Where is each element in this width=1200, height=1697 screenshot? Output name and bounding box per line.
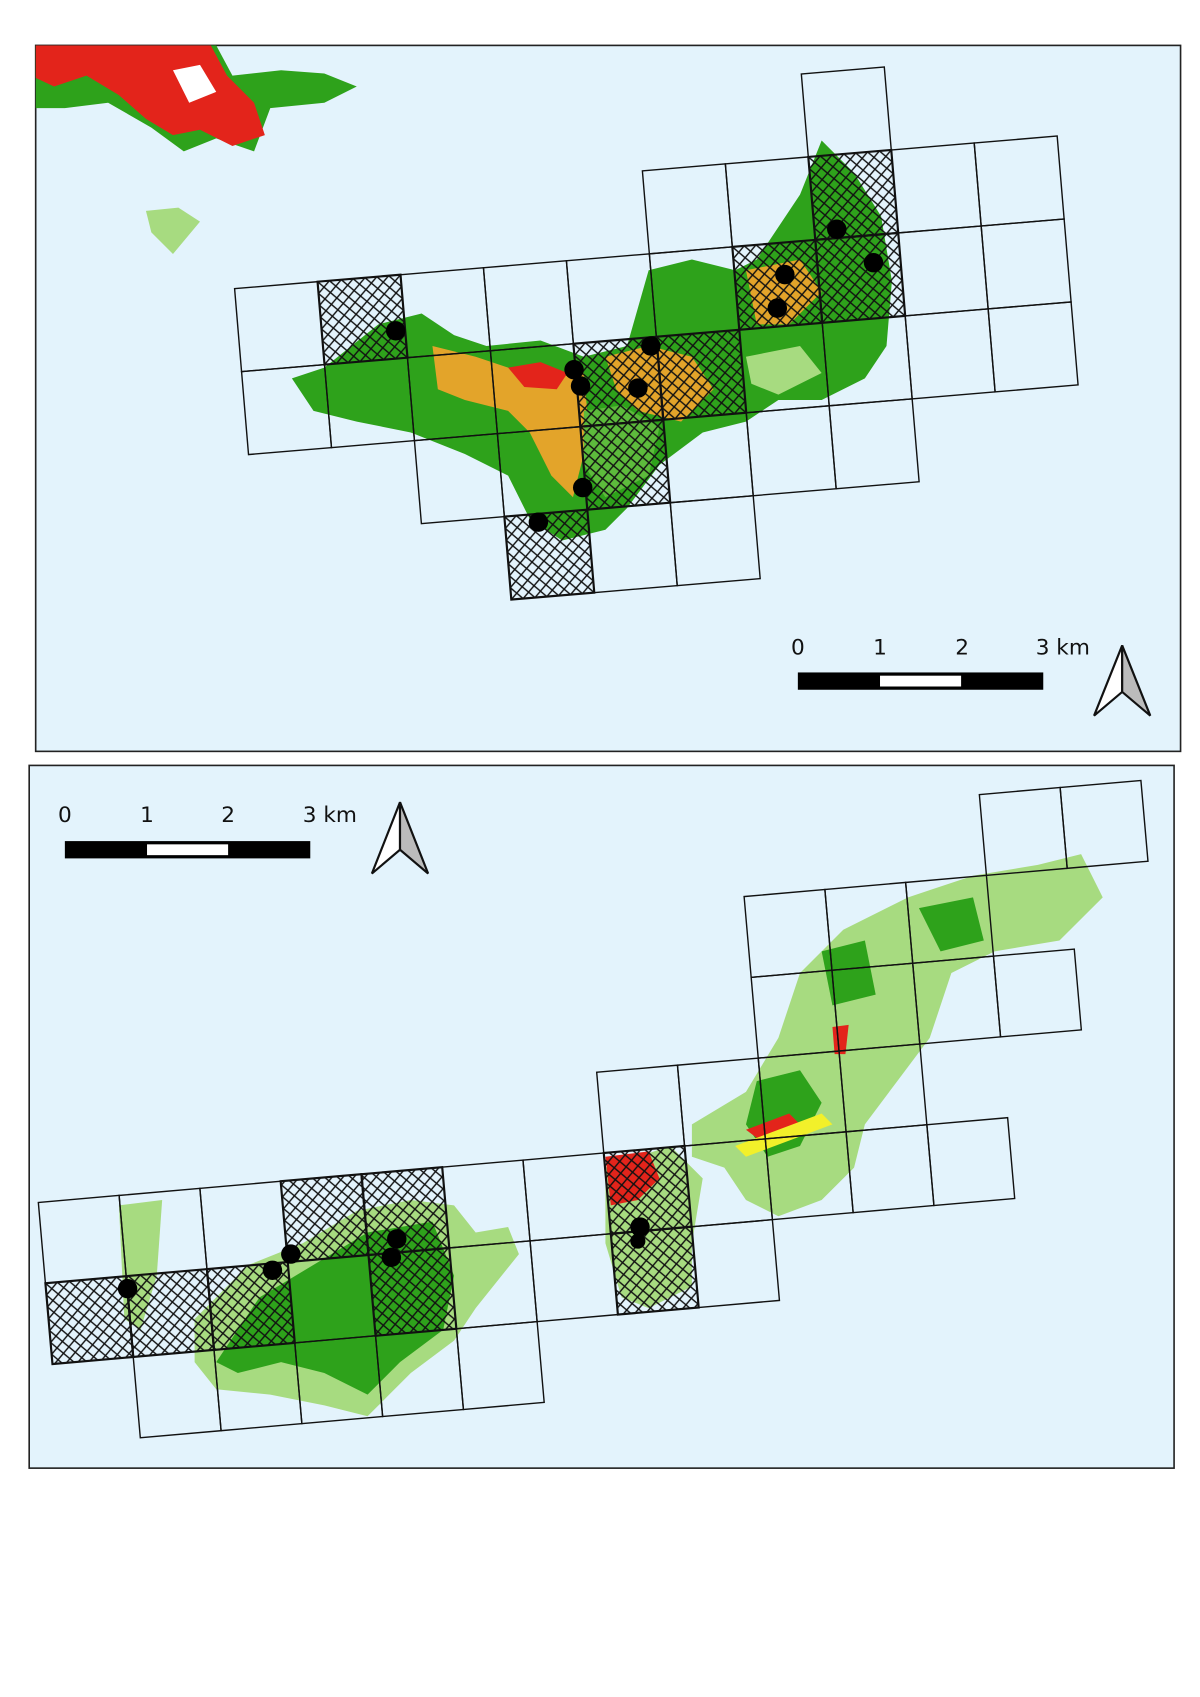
hatched-cell: [579, 418, 672, 511]
grid-cell: [987, 301, 1079, 393]
hatched-cell: [316, 273, 409, 366]
hatched-cell: [609, 1225, 700, 1316]
hatched-cell: [205, 1260, 296, 1352]
scale-label: 3 km: [303, 803, 357, 828]
hatched-cell: [503, 508, 596, 601]
scale-label: 1: [873, 636, 887, 661]
scale-label: 1: [140, 803, 154, 828]
hatched-cell: [602, 1144, 693, 1235]
sites: [117, 1217, 650, 1299]
hatched-cell: [807, 148, 900, 242]
grid: [233, 66, 1079, 601]
grid-cells: [37, 779, 1149, 1439]
scale-label: 3 km: [1036, 636, 1090, 661]
north-arrow: [370, 801, 430, 875]
grid-cell: [1059, 779, 1149, 870]
grid: [37, 779, 1149, 1439]
scale-label: 2: [221, 803, 235, 828]
grid-cell: [992, 948, 1083, 1038]
sites: [385, 219, 884, 532]
north-arrow: [1093, 645, 1152, 717]
hatched-cell: [367, 1246, 458, 1337]
scale-bar: 0 1 2 3 km: [791, 636, 1090, 690]
scale-bar: 0 1 2 3 km: [58, 803, 357, 859]
grid-cell: [455, 1320, 545, 1411]
hatched-cell: [814, 231, 907, 325]
map-top: 0 1 2 3 km: [34, 44, 1182, 753]
grid-cell: [690, 1218, 781, 1309]
grid-cell: [828, 398, 920, 490]
grid-cell: [926, 1116, 1016, 1207]
scale-label: 0: [58, 803, 72, 828]
hatched-cell: [125, 1267, 216, 1359]
scale-label: 0: [791, 636, 805, 661]
grid-cell: [669, 494, 761, 587]
grid-cells: [233, 66, 1079, 601]
map-bottom: 0 1 2 3 km: [28, 764, 1175, 1469]
hatched-cell: [655, 328, 748, 421]
scale-label: 2: [955, 636, 969, 661]
